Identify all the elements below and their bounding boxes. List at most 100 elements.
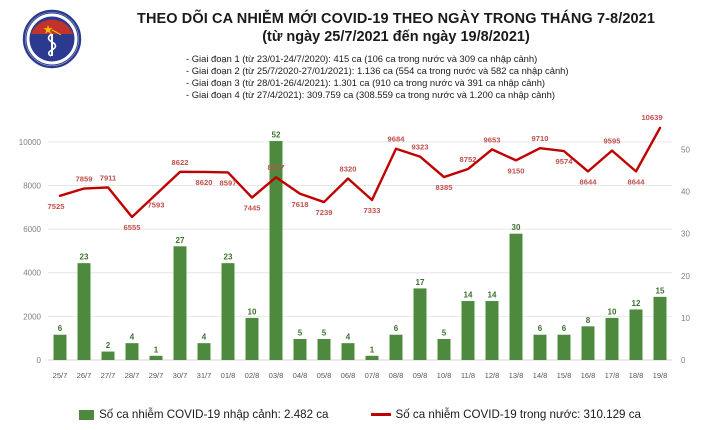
title-line-1: THEO DÕI CA NHIỄM MỚI COVID-19 THEO NGÀY… [137,11,655,27]
legend-item-imported: Số ca nhiễm COVID-19 nhập cảnh: 2.482 ca [79,408,329,421]
left-axis-tick: 8000 [23,181,41,190]
line-value-label: 8377 [268,163,285,172]
bar-value-label: 4 [346,333,351,342]
bar-value-label: 52 [272,131,281,140]
line-value-label: 7593 [148,200,165,209]
right-axis-tick: 40 [681,188,690,197]
x-axis-date-label: 26/7 [77,371,92,380]
bar [437,338,451,360]
bar [557,334,571,360]
line-value-label: 9653 [484,135,501,144]
phase-item-3: - Giai đoạn 3 (từ 28/01-26/4/2021): 1.30… [186,76,546,88]
x-axis-date-label: 09/8 [413,371,428,380]
bar-value-label: 10 [608,307,617,316]
line-value-label: 7445 [244,204,262,213]
legend-label-imported: Số ca nhiễm COVID-19 nhập cảnh: 2.482 ca [99,408,329,421]
bar [533,334,547,360]
left-axis-tick: 10000 [19,138,42,147]
bar [125,343,139,360]
bar-value-label: 2 [106,341,111,350]
phase-summary-list: - Giai đoạn 1 (từ 23/01-24/7/2020): 415 … [186,53,706,101]
phase-item-1: - Giai đoạn 1 (từ 23/01-24/7/2020): 415 … [186,53,538,64]
bar [53,334,67,360]
bar [293,338,307,360]
x-axis-date-label: 07/8 [365,371,380,380]
legend-label-domestic: Số ca nhiễm COVID-19 trong nước: 310.129… [395,408,641,421]
x-axis-date-label: 04/8 [293,371,308,380]
line-value-label: 9323 [412,143,429,152]
line-value-label: 8320 [340,164,357,173]
x-axis-date-label: 25/7 [53,371,68,380]
line-value-label: 8597 [220,178,237,187]
bar [197,343,211,360]
x-axis-date-label: 28/7 [125,371,140,380]
right-axis-tick: 30 [681,230,690,239]
bar [461,301,475,360]
line-value-label: 9150 [508,166,525,175]
line-value-label: 8644 [628,177,646,186]
line-value-label: 6555 [124,223,142,232]
line-value-label: 10639 [641,113,662,122]
line-value-label: 7859 [76,175,93,184]
left-axis-tick: 0 [37,356,42,365]
page-title: THEO DÕI CA NHIỄM MỚI COVID-19 THEO NGÀY… [96,10,696,47]
covid-chart-plot: 0200040006000800010000010203040506232412… [19,113,691,380]
line-value-label: 7239 [316,208,333,217]
bar [605,317,619,360]
right-axis-tick: 20 [681,272,690,281]
bar-value-label: 4 [202,333,207,342]
bar-value-label: 8 [586,316,591,325]
x-axis-date-label: 14/8 [533,371,548,380]
bar [629,309,643,360]
line-value-label: 9574 [556,157,574,166]
bar-value-label: 4 [130,333,135,342]
line-value-label: 8622 [172,158,189,167]
x-axis-date-label: 15/8 [557,371,572,380]
domestic-cases-line [58,126,662,219]
bar-value-label: 1 [154,345,159,354]
bar [269,141,283,360]
bar [485,301,499,360]
bar [101,351,115,360]
x-axis-date-label: 06/8 [341,371,356,380]
x-axis-date-label: 16/8 [581,371,596,380]
bar [317,338,331,360]
line-value-label: 8752 [460,155,477,164]
bar-value-label: 30 [512,223,521,232]
bar-value-label: 17 [416,278,425,287]
x-axis-date-label: 10/8 [437,371,452,380]
line-value-label: 9684 [388,135,406,144]
bar-value-label: 6 [562,324,567,333]
line-value-label: 8644 [580,177,598,186]
line-value-label: 9710 [532,134,549,143]
right-axis-tick: 0 [681,356,686,365]
bar-value-label: 23 [80,253,89,262]
bar [149,355,163,360]
bar [653,296,667,360]
line-value-label: 7525 [48,202,66,211]
bar [509,233,523,360]
line-value-label: 7618 [292,200,309,209]
bar-value-label: 5 [298,328,303,337]
bar-value-label: 23 [224,253,233,262]
x-axis-date-label: 05/8 [317,371,332,380]
bar [245,317,259,360]
bar-value-label: 10 [248,307,257,316]
ministry-of-health-logo [22,9,82,69]
bar [173,246,187,360]
x-axis-date-label: 19/8 [653,371,668,380]
legend-swatch-line [370,413,391,416]
x-axis-date-label: 08/8 [389,371,404,380]
line-value-label: 8620 [196,178,213,187]
x-axis-date-label: 12/8 [485,371,500,380]
x-axis-date-label: 13/8 [509,371,524,380]
phase-item-2: - Giai đoạn 2 (từ 25/7/2020-27/01/2021):… [186,64,569,76]
x-axis-date-label: 29/7 [149,371,164,380]
left-axis-tick: 4000 [23,269,41,278]
x-axis-date-label: 11/8 [461,371,475,380]
bar-value-label: 14 [464,291,473,300]
x-axis-date-label: 02/8 [245,371,260,380]
bar-value-label: 27 [176,236,185,245]
x-axis-date-label: 17/8 [605,371,620,380]
left-axis-tick: 2000 [23,312,41,321]
